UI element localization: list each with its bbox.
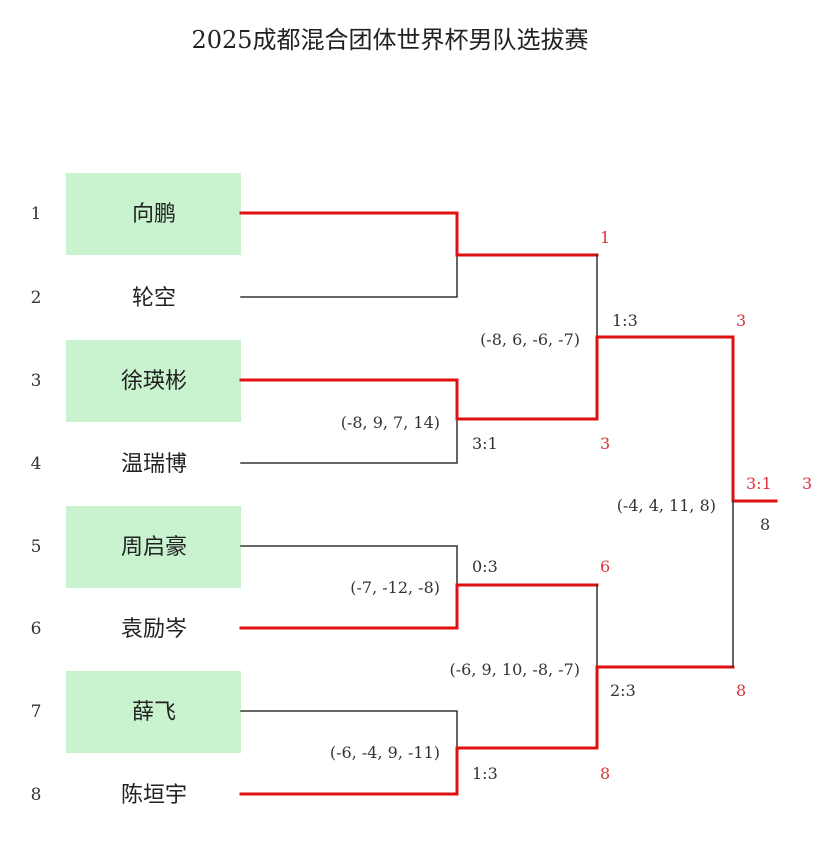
player-seed: 3 (31, 371, 42, 391)
r2-m2-games: (-6, 9, 10, -8, -7) (450, 660, 580, 679)
final-games: (-4, 4, 11, 8) (617, 496, 716, 515)
r1-m1-winner: 1 (600, 228, 610, 247)
page-title: 2025成都混合团体世界杯男队选拔赛 (191, 26, 588, 54)
r2-m1-winner: 3 (736, 311, 746, 330)
final-loser: 8 (760, 515, 770, 534)
r1-m4-winner: 8 (600, 764, 610, 783)
line-p1 (239, 211, 459, 257)
line-p4 (240, 418, 458, 464)
player-seed: 1 (31, 204, 42, 224)
r2-m2-score: 2:3 (610, 681, 636, 700)
r1-m4-games: (-6, -4, 9, -11) (330, 743, 440, 762)
line-sf1-bottom (595, 335, 735, 421)
r1-m3-games: (-7, -12, -8) (350, 578, 440, 597)
player-highlight-box (66, 340, 241, 422)
player-name: 周启豪 (121, 535, 187, 560)
player-highlight-box (66, 506, 241, 588)
player-seed: 8 (31, 785, 42, 805)
player-seed: 6 (31, 619, 42, 639)
player-seed: 7 (31, 702, 42, 722)
final-score: 3:1 (746, 474, 772, 493)
player-seed: 4 (31, 454, 42, 474)
player-name: 陈垣宇 (121, 783, 187, 808)
r2-m1-games: (-8, 6, -6, -7) (480, 330, 580, 349)
r1-m2-games: (-8, 9, 7, 14) (341, 413, 440, 432)
player-seed: 2 (31, 288, 42, 308)
player-name: 徐瑛彬 (121, 369, 187, 394)
r2-m1-score: 1:3 (612, 311, 638, 330)
player-name: 向鹏 (132, 202, 176, 227)
r2-m2-winner: 8 (736, 681, 746, 700)
line-p7 (240, 710, 458, 749)
line-p5 (240, 545, 458, 586)
champion: 3 (802, 474, 812, 493)
line-p2 (240, 254, 458, 298)
player-name: 轮空 (132, 286, 176, 311)
line-sf2-bottom (595, 665, 735, 750)
player-highlight-box (66, 671, 241, 753)
player-highlight-box (66, 173, 241, 255)
line-p6 (239, 583, 459, 630)
r1-m2-score: 3:1 (472, 434, 498, 453)
r1-m3-score: 0:3 (472, 557, 498, 576)
player-seed: 5 (31, 537, 42, 557)
line-p3 (239, 378, 459, 421)
player-name: 温瑞博 (121, 452, 187, 477)
player-name: 薛飞 (132, 700, 176, 725)
r1-m4-score: 1:3 (472, 764, 498, 783)
player-name: 袁励岑 (121, 617, 187, 642)
r1-m2-winner: 3 (600, 434, 610, 453)
line-p8 (239, 746, 459, 796)
r1-m3-winner: 6 (600, 557, 610, 576)
